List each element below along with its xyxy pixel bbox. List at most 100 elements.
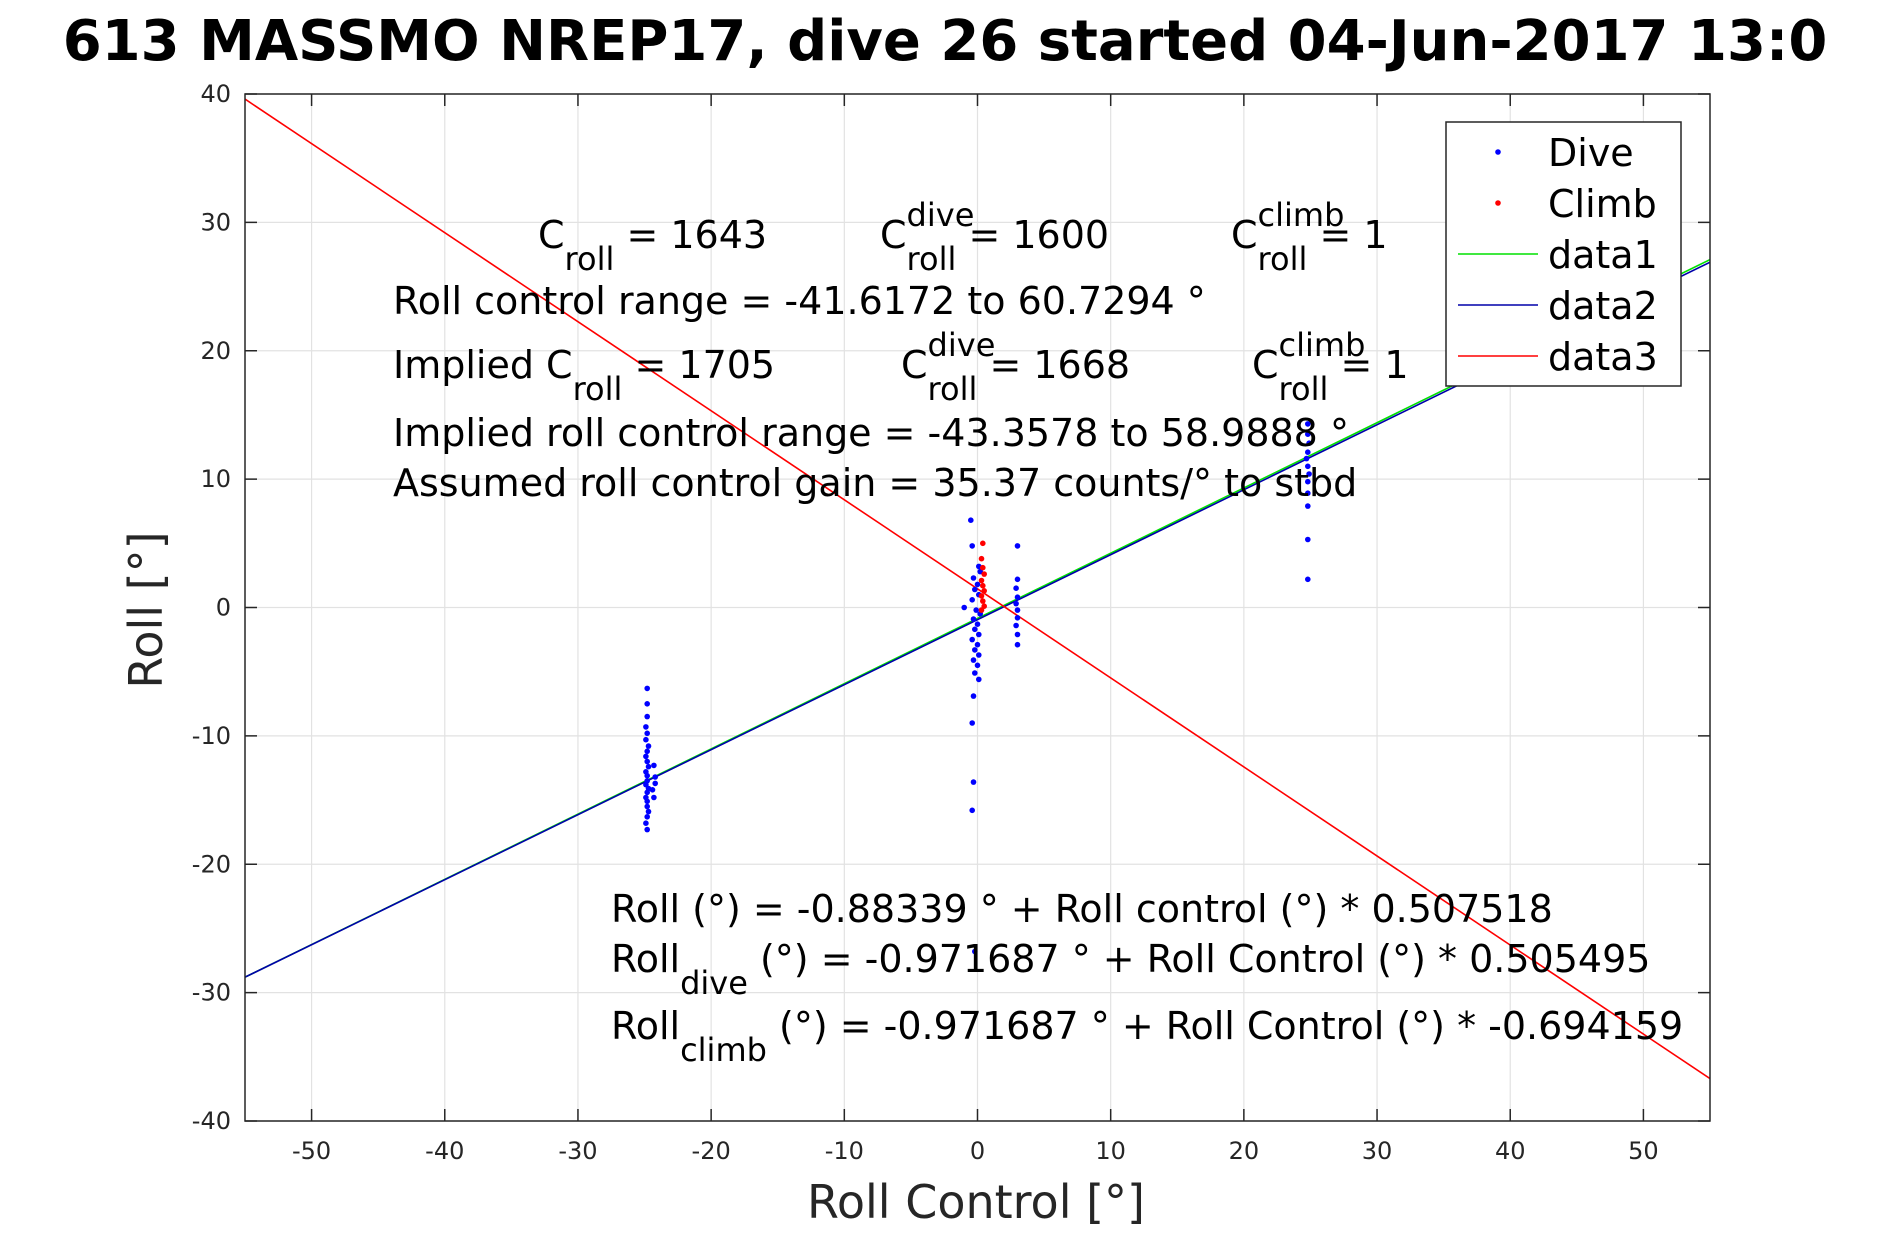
annotation-text: Cdive roll = 1668 — [901, 326, 1130, 408]
dive-point — [961, 604, 967, 611]
climb-point — [981, 588, 987, 594]
climb-point — [978, 555, 985, 562]
dive-point — [972, 948, 978, 955]
dive-point — [649, 787, 656, 793]
annotation-text: Implied Croll = 1705 — [393, 343, 775, 408]
dive-point — [974, 621, 981, 627]
dive-point — [972, 626, 978, 633]
y-tick-label: -30 — [192, 979, 231, 1007]
x-tick-label: 20 — [1229, 1137, 1260, 1165]
dive-point — [1306, 471, 1312, 477]
dive-point — [644, 798, 650, 805]
annotation-text: Roll control range = -41.6172 to 60.7294… — [393, 279, 1206, 323]
climb-point — [981, 603, 987, 609]
annotation-part: = 1705 — [622, 343, 775, 387]
x-tick-label: 0 — [970, 1137, 985, 1165]
dive-point — [644, 758, 650, 765]
annotation-part: C — [538, 213, 565, 257]
dive-point — [972, 586, 978, 593]
dive-point — [643, 753, 649, 760]
annotation-part: climb — [1258, 196, 1345, 234]
x-tick-label: 40 — [1495, 1137, 1526, 1165]
x-tick-label: -10 — [825, 1137, 864, 1165]
dive-point — [970, 779, 977, 785]
dive-point — [652, 774, 658, 780]
x-tick-label: -50 — [292, 1137, 331, 1165]
dive-point — [644, 748, 650, 755]
x-tick-label: 10 — [1095, 1137, 1126, 1165]
y-tick-label: 30 — [200, 208, 231, 236]
dive-point — [1305, 431, 1311, 438]
annotation-part: = 1 — [1307, 213, 1387, 257]
climb-point — [980, 598, 986, 604]
annotation-part: climb — [1279, 326, 1366, 364]
dive-point — [976, 652, 982, 658]
dive-point — [1014, 607, 1021, 613]
dive-point — [644, 713, 650, 720]
dive-point — [1305, 490, 1311, 497]
climb-point — [980, 564, 986, 571]
dive-point — [643, 820, 649, 826]
data-points — [643, 421, 1312, 955]
legend: Dive Climb data1 data2 data3 — [1445, 121, 1682, 387]
annotation-part: roll — [565, 240, 615, 278]
y-tick-label: 20 — [200, 337, 231, 365]
dive-point — [644, 789, 650, 796]
dive-point — [644, 826, 650, 833]
dive-point — [1013, 600, 1019, 607]
annotation-part: roll — [907, 240, 957, 278]
annotation-part: C — [901, 343, 928, 387]
dive-point — [1013, 585, 1019, 591]
dive-point — [974, 641, 981, 648]
annotation-text: Rollclimb (°) = -0.971687 ° + Roll Contr… — [611, 1004, 1683, 1069]
annotation-text: Rolldive (°) = -0.971687 ° + Roll Contro… — [611, 937, 1650, 1002]
dive-point — [645, 763, 652, 770]
dive-point — [1013, 622, 1019, 629]
annotation-part: (°) = -0.971687 ° + Roll Control (°) * -… — [767, 1004, 1683, 1048]
dive-point — [644, 685, 650, 692]
annotation-part: = 1 — [1328, 343, 1408, 387]
dive-point — [644, 701, 650, 707]
dive-point — [974, 581, 981, 588]
dive-point — [974, 662, 981, 669]
dive-point — [1014, 615, 1021, 621]
annotation-part: C — [1252, 343, 1279, 387]
dive-point — [644, 730, 650, 737]
x-tick-label: -30 — [558, 1137, 597, 1165]
dive-point — [643, 724, 649, 730]
dive-point — [644, 814, 650, 820]
annotation-part: roll — [928, 370, 978, 408]
annotation-text: Croll = 1643 — [538, 213, 767, 278]
x-tick-label: -40 — [425, 1137, 464, 1165]
annotation-part: Assumed roll control gain = 35.37 counts… — [393, 461, 1357, 505]
legend-label: Climb — [1548, 182, 1657, 226]
annotation-part: roll — [573, 370, 623, 408]
annotation-part: C — [880, 213, 907, 257]
x-tick-label: -20 — [692, 1137, 731, 1165]
annotation-part: = 1643 — [614, 213, 767, 257]
climb-point — [978, 607, 985, 613]
annotation-text: Implied roll control range = -43.3578 to… — [393, 411, 1349, 455]
climb-point — [978, 593, 985, 599]
annotation-text: Cdive roll = 1600 — [880, 196, 1109, 278]
annotation-part: = 1668 — [977, 343, 1130, 387]
chart-title: 613 MASSMO NREP17, dive 26 started 04-Ju… — [63, 9, 1828, 74]
dive-point — [976, 676, 982, 683]
annotation-text: Assumed roll control gain = 35.37 counts… — [393, 461, 1357, 505]
annotation-text: Cclimb roll = 1 — [1252, 326, 1409, 408]
dive-point — [970, 575, 977, 581]
x-axis-ticks: -50 -40 -30 -20 -10 0 10 20 30 40 50 — [292, 94, 1659, 1165]
annotation-part: = 1600 — [956, 213, 1109, 257]
dive-point — [652, 780, 658, 787]
annotation-part: Roll control range = -41.6172 to 60.7294… — [393, 279, 1206, 323]
dive-point — [969, 720, 975, 726]
dive-point — [1305, 536, 1311, 543]
dive-point — [644, 803, 650, 810]
annotation-part: Implied roll control range = -43.3578 to… — [393, 411, 1349, 455]
annotation-part: Implied C — [393, 343, 573, 387]
dive-point — [1014, 631, 1021, 638]
annotation-part: dive — [928, 326, 996, 364]
dive-point — [644, 772, 650, 779]
legend-marker — [1495, 200, 1501, 206]
